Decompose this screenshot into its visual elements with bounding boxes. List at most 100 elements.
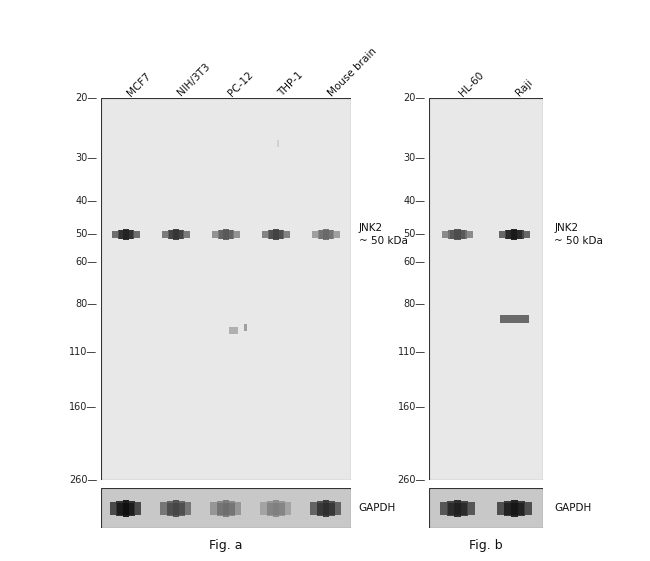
Text: 50—: 50— bbox=[404, 229, 426, 240]
Bar bbox=[284, 231, 290, 238]
Text: GAPDH: GAPDH bbox=[554, 503, 592, 513]
Bar bbox=[499, 231, 505, 238]
Bar bbox=[461, 501, 468, 516]
Bar bbox=[311, 502, 317, 515]
Text: Fig. a: Fig. a bbox=[209, 539, 242, 552]
Bar bbox=[229, 230, 234, 239]
Text: 40—: 40— bbox=[75, 196, 98, 206]
Text: 20—: 20— bbox=[75, 93, 98, 103]
Text: 110—: 110— bbox=[398, 347, 426, 357]
Text: 260—: 260— bbox=[70, 475, 98, 485]
Text: Fig. b: Fig. b bbox=[469, 539, 502, 552]
Bar bbox=[179, 230, 184, 239]
Text: PC-12: PC-12 bbox=[226, 70, 255, 98]
Bar bbox=[169, 230, 183, 239]
Bar bbox=[504, 501, 511, 516]
Text: 60—: 60— bbox=[404, 256, 426, 266]
Bar bbox=[504, 503, 524, 514]
Bar bbox=[269, 230, 283, 239]
Bar bbox=[511, 500, 518, 517]
Bar bbox=[511, 229, 517, 240]
Bar bbox=[278, 140, 280, 148]
Bar bbox=[184, 231, 190, 238]
Bar bbox=[447, 501, 454, 516]
Bar bbox=[216, 501, 223, 516]
Bar bbox=[440, 502, 447, 515]
Bar bbox=[244, 324, 248, 332]
Bar bbox=[497, 502, 504, 515]
Bar bbox=[118, 230, 123, 239]
Bar bbox=[524, 231, 530, 238]
Bar bbox=[448, 230, 454, 239]
Text: 160—: 160— bbox=[70, 402, 98, 412]
Bar bbox=[218, 230, 223, 239]
Text: Raji: Raji bbox=[514, 77, 535, 98]
Bar bbox=[234, 231, 240, 238]
Bar bbox=[500, 315, 528, 323]
Bar bbox=[467, 231, 473, 238]
Bar bbox=[129, 230, 134, 239]
Bar bbox=[162, 231, 168, 238]
Text: 110—: 110— bbox=[70, 347, 98, 357]
Bar bbox=[323, 500, 329, 517]
Bar bbox=[111, 502, 116, 515]
Bar bbox=[317, 501, 323, 516]
Text: 260—: 260— bbox=[398, 475, 426, 485]
Text: GAPDH: GAPDH bbox=[359, 503, 396, 513]
Bar bbox=[268, 230, 273, 239]
Text: 60—: 60— bbox=[75, 256, 98, 266]
Text: 80—: 80— bbox=[404, 300, 426, 309]
Bar bbox=[279, 501, 285, 516]
Bar bbox=[235, 502, 241, 515]
Bar bbox=[134, 231, 140, 238]
Bar bbox=[273, 229, 279, 240]
Text: 20—: 20— bbox=[404, 93, 426, 103]
Bar bbox=[448, 503, 467, 514]
Bar bbox=[266, 501, 273, 516]
Bar bbox=[116, 501, 123, 516]
Bar bbox=[168, 230, 173, 239]
Bar bbox=[317, 503, 335, 514]
Text: 50—: 50— bbox=[75, 229, 98, 240]
Bar bbox=[505, 230, 511, 239]
Bar bbox=[285, 502, 291, 515]
Bar bbox=[117, 503, 135, 514]
Text: MCF7: MCF7 bbox=[126, 71, 153, 98]
Bar bbox=[223, 229, 229, 240]
Bar bbox=[312, 231, 318, 238]
Bar bbox=[123, 500, 129, 517]
Bar bbox=[454, 500, 461, 517]
Text: THP-1: THP-1 bbox=[276, 70, 304, 98]
Text: 30—: 30— bbox=[404, 154, 426, 163]
Bar bbox=[517, 230, 524, 239]
Bar bbox=[179, 501, 185, 516]
Bar bbox=[461, 230, 467, 239]
Text: NIH/3T3: NIH/3T3 bbox=[176, 62, 213, 98]
Bar bbox=[166, 501, 173, 516]
Bar bbox=[229, 327, 238, 334]
Text: JNK2
~ 50 kDa: JNK2 ~ 50 kDa bbox=[359, 223, 408, 246]
Bar bbox=[267, 503, 285, 514]
Bar bbox=[468, 502, 475, 515]
Bar bbox=[129, 501, 135, 516]
Bar bbox=[173, 500, 179, 517]
Bar bbox=[261, 502, 266, 515]
Bar bbox=[262, 231, 268, 238]
Bar bbox=[173, 229, 179, 240]
Bar bbox=[454, 229, 461, 240]
Text: HL-60: HL-60 bbox=[458, 70, 486, 98]
Bar bbox=[319, 230, 333, 239]
Bar bbox=[329, 501, 335, 516]
Bar bbox=[450, 230, 465, 239]
Bar bbox=[135, 502, 141, 515]
Bar bbox=[219, 230, 233, 239]
Bar bbox=[229, 501, 235, 516]
Text: JNK2
~ 50 kDa: JNK2 ~ 50 kDa bbox=[554, 223, 603, 246]
Bar bbox=[112, 231, 118, 238]
Bar bbox=[185, 502, 191, 515]
Text: 30—: 30— bbox=[75, 154, 98, 163]
Bar bbox=[167, 503, 185, 514]
Bar bbox=[442, 231, 448, 238]
Bar bbox=[223, 500, 229, 517]
Bar bbox=[525, 502, 532, 515]
